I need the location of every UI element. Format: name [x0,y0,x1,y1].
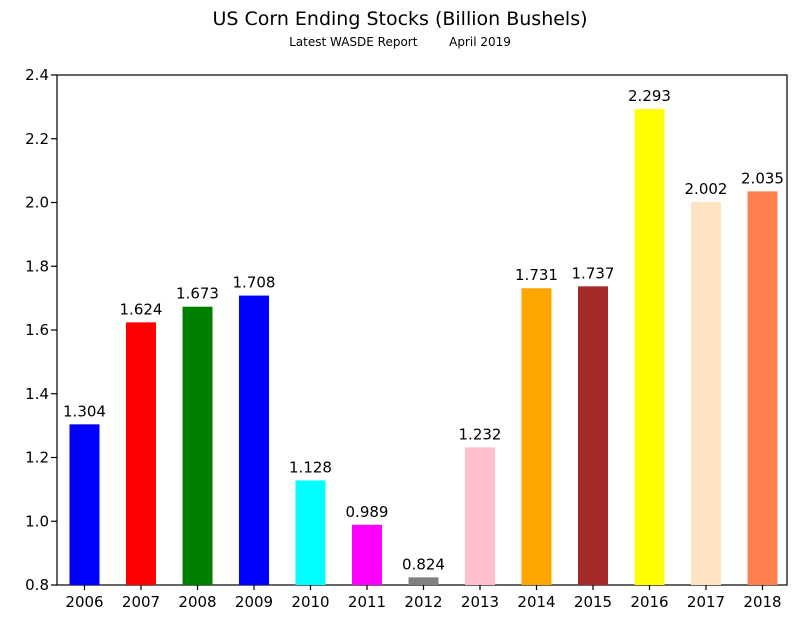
y-tick-label: 1.2 [25,449,49,467]
bar [69,424,100,585]
y-tick-label: 2.2 [25,130,49,148]
chart-subtitle-source: Latest WASDE Report [289,35,418,49]
bar [126,322,156,585]
data-label: 0.824 [402,555,445,573]
data-label: 1.673 [176,285,219,303]
bar [408,577,439,585]
bar [521,288,552,585]
data-label: 2.002 [685,180,728,198]
x-tick-label: 2015 [574,593,612,611]
x-tick-label: 2011 [348,593,386,611]
bar [465,447,495,585]
bars [69,109,778,586]
bar [691,201,721,586]
y-tick-label: 1.0 [25,512,49,530]
y-tick-label: 1.6 [25,321,49,339]
chart-subtitle: Latest WASDE Report April 2019 [0,35,800,49]
data-label: 1.731 [515,266,558,284]
data-label: 1.624 [120,300,163,318]
x-tick-label: 2014 [517,593,555,611]
x-tick-label: 2013 [461,593,499,611]
data-label: 0.989 [346,503,389,521]
x-tick-label: 2017 [687,593,725,611]
y-tick-label: 1.8 [25,257,49,275]
data-label: 1.128 [289,458,332,476]
bar [295,480,326,585]
y-tick-label: 2.0 [25,194,49,212]
bar [578,286,608,585]
data-label: 1.304 [63,402,106,420]
chart-subtitle-date: April 2019 [449,35,511,49]
data-label: 2.293 [628,87,671,105]
y-tick-label: 1.4 [25,385,49,403]
chart-title: US Corn Ending Stocks (Billion Bushels) [212,8,588,30]
bar [182,306,213,585]
bar [239,295,269,585]
data-label: 1.737 [572,264,615,282]
x-tick-label: 2016 [630,593,668,611]
data-labels: 1.304 1.624 1.673 1.708 1.128 0.989 0.824 1.232… [63,87,784,573]
x-tick-label: 2018 [743,593,781,611]
x-tick-label: 2007 [122,593,160,611]
data-label: 2.035 [741,169,784,187]
x-tick-label: 2012 [404,593,442,611]
plot-frame [56,74,788,586]
y-tick-label: 0.8 [25,576,49,594]
axes: 0.8 1.0 1.2 1.4 1.6 1.8 2.0 2.2 2.4 2006 2007 2008 2… [25,66,788,611]
y-tick-label: 2.4 [25,66,49,84]
bar [352,524,382,585]
x-tick-label: 2008 [178,593,216,611]
x-tick-label: 2009 [235,593,273,611]
bar [634,109,665,585]
data-label: 1.232 [459,425,502,443]
data-label: 1.708 [233,274,276,292]
x-tick-label: 2006 [65,593,103,611]
x-tick-label: 2010 [291,593,329,611]
bar [747,191,778,585]
